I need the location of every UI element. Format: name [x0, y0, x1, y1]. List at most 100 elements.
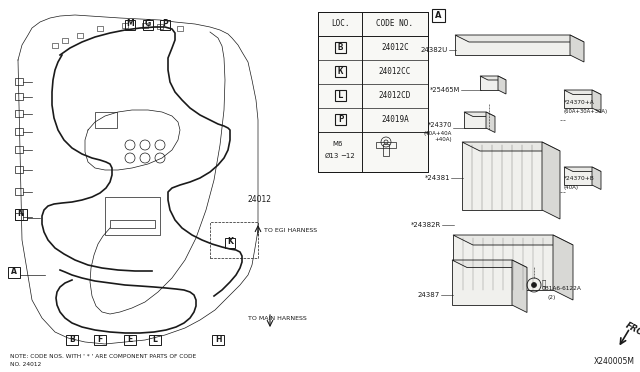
Bar	[66, 335, 78, 345]
Text: 24382U: 24382U	[420, 47, 448, 53]
Text: 24012CD: 24012CD	[379, 92, 411, 100]
Bar	[432, 9, 445, 22]
Polygon shape	[564, 167, 601, 171]
Bar	[177, 26, 183, 31]
Bar	[124, 335, 136, 345]
Text: L: L	[338, 91, 343, 100]
Text: Ⓑ: Ⓑ	[542, 280, 547, 286]
Text: *24370: *24370	[428, 122, 452, 128]
Polygon shape	[480, 76, 506, 80]
Polygon shape	[592, 90, 601, 112]
Text: −12: −12	[340, 153, 355, 159]
Text: NO. 24012: NO. 24012	[10, 362, 41, 366]
Polygon shape	[512, 260, 527, 312]
Bar	[225, 238, 235, 248]
Text: 24012CC: 24012CC	[379, 67, 411, 77]
Bar	[52, 43, 58, 48]
Text: F: F	[97, 334, 102, 343]
Bar	[122, 23, 128, 28]
Bar	[77, 33, 83, 38]
Polygon shape	[564, 167, 592, 185]
Text: (40A+40A: (40A+40A	[424, 131, 452, 135]
Text: 0B1A6-6122A: 0B1A6-6122A	[542, 286, 582, 292]
Bar	[15, 213, 23, 220]
Bar	[143, 20, 153, 30]
Bar	[318, 12, 428, 172]
Text: B: B	[69, 334, 75, 343]
Text: P: P	[162, 19, 168, 29]
Text: 24387: 24387	[418, 292, 440, 298]
Bar	[15, 146, 23, 153]
Text: NOTE: CODE NOS. WITH ' * ' ARE COMPONENT PARTS OF CODE: NOTE: CODE NOS. WITH ' * ' ARE COMPONENT…	[10, 353, 196, 359]
Bar	[210, 222, 258, 258]
Text: H: H	[215, 334, 221, 343]
Bar	[15, 209, 27, 220]
Bar	[142, 23, 148, 28]
Text: (40A): (40A)	[564, 186, 579, 190]
Text: *24370+B: *24370+B	[564, 176, 595, 180]
Circle shape	[531, 282, 536, 288]
Bar	[97, 26, 103, 31]
Bar	[95, 112, 117, 128]
Polygon shape	[564, 90, 601, 94]
Bar	[15, 188, 23, 195]
Text: N: N	[18, 209, 24, 218]
Polygon shape	[453, 235, 573, 245]
Polygon shape	[553, 235, 573, 300]
Bar	[105, 197, 160, 235]
Polygon shape	[592, 167, 601, 189]
Text: TO EGI HARNESS: TO EGI HARNESS	[264, 228, 317, 232]
Bar	[15, 93, 23, 100]
Bar	[149, 335, 161, 345]
Text: A: A	[435, 10, 441, 19]
Text: K: K	[227, 237, 233, 247]
Text: *24382R: *24382R	[411, 222, 441, 228]
Polygon shape	[486, 112, 495, 132]
Text: X240005M: X240005M	[594, 357, 635, 366]
Bar	[125, 20, 135, 30]
Bar	[318, 12, 428, 172]
Polygon shape	[498, 76, 506, 94]
Text: M6: M6	[333, 141, 343, 147]
Text: L: L	[152, 334, 157, 343]
Polygon shape	[480, 76, 498, 90]
Bar	[335, 66, 346, 77]
Text: *24370+A: *24370+A	[564, 99, 595, 105]
Bar	[376, 142, 396, 148]
Text: 24019A: 24019A	[381, 115, 409, 125]
Text: *24381: *24381	[424, 175, 450, 181]
Polygon shape	[452, 260, 512, 305]
Polygon shape	[564, 90, 592, 108]
Text: (60A+30A+30A): (60A+30A+30A)	[564, 109, 608, 115]
Text: FRONT: FRONT	[624, 321, 640, 343]
Polygon shape	[464, 112, 486, 128]
Text: (2): (2)	[548, 295, 556, 299]
Bar	[15, 78, 23, 85]
Polygon shape	[455, 35, 570, 55]
Bar	[62, 38, 68, 43]
Bar	[383, 144, 389, 156]
Text: G: G	[145, 19, 151, 29]
Bar	[15, 110, 23, 117]
Polygon shape	[462, 142, 542, 210]
Text: LOC.: LOC.	[331, 19, 349, 29]
Bar	[8, 267, 20, 278]
Bar	[335, 42, 346, 53]
Text: A: A	[11, 267, 17, 276]
Bar	[15, 166, 23, 173]
Text: Ø13: Ø13	[325, 153, 339, 159]
Bar	[212, 335, 224, 345]
Bar	[335, 114, 346, 125]
Text: +40A): +40A)	[435, 138, 452, 142]
Bar	[15, 128, 23, 135]
Bar	[335, 90, 346, 101]
Polygon shape	[542, 142, 560, 219]
Text: 24012C: 24012C	[381, 44, 409, 52]
Text: P: P	[338, 115, 343, 124]
Polygon shape	[464, 112, 495, 116]
Polygon shape	[455, 35, 584, 42]
Text: B: B	[338, 43, 343, 52]
Text: E: E	[127, 334, 132, 343]
Bar	[94, 335, 106, 345]
Polygon shape	[453, 235, 553, 290]
